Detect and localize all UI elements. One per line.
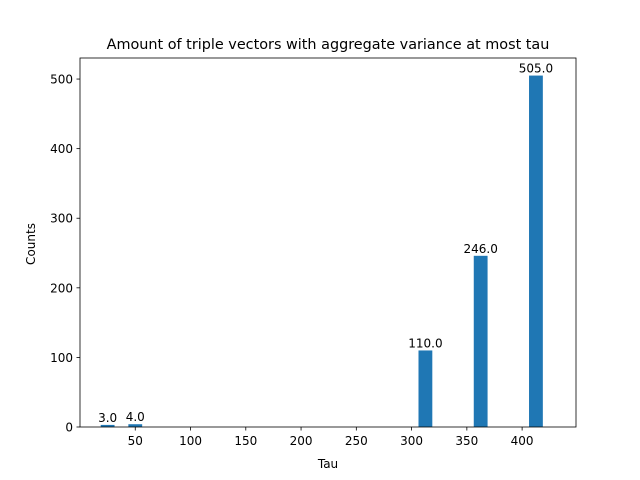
x-tick-label: 150 <box>234 434 257 448</box>
x-tick-label: 250 <box>345 434 368 448</box>
y-tick-label: 500 <box>50 73 73 87</box>
x-tick-label: 400 <box>511 434 534 448</box>
x-tick-label: 100 <box>179 434 202 448</box>
bar-value-label: 246.0 <box>463 242 497 256</box>
y-tick-label: 0 <box>65 421 73 435</box>
chart-title: Amount of triple vectors with aggregate … <box>107 37 550 53</box>
plot-frame <box>79 57 577 428</box>
x-tick-label: 350 <box>455 434 478 448</box>
y-tick-label: 300 <box>50 212 73 226</box>
bar <box>418 350 433 427</box>
bar-value-label: 110.0 <box>408 336 442 350</box>
bar <box>100 424 115 427</box>
y-tick-label: 400 <box>50 142 73 156</box>
bar <box>473 255 488 427</box>
plot-area: 3.0 4.0 110.0 246.0 505.0 50 100 150 200 250 300 35… <box>50 57 577 448</box>
y-axis-title: Counts <box>24 223 38 265</box>
x-tick-label: 200 <box>290 434 313 448</box>
bar-value-label: 4.0 <box>126 410 145 424</box>
y-tick-label: 100 <box>50 351 73 365</box>
x-axis-title: Tau <box>317 457 338 471</box>
bar-value-label: 3.0 <box>98 411 117 425</box>
x-tick-label: 300 <box>400 434 423 448</box>
bar-value-label: 505.0 <box>519 62 553 76</box>
bar <box>128 424 143 427</box>
y-tick-label: 200 <box>50 281 73 295</box>
bar <box>529 75 543 428</box>
x-tick-label: 50 <box>128 434 143 448</box>
